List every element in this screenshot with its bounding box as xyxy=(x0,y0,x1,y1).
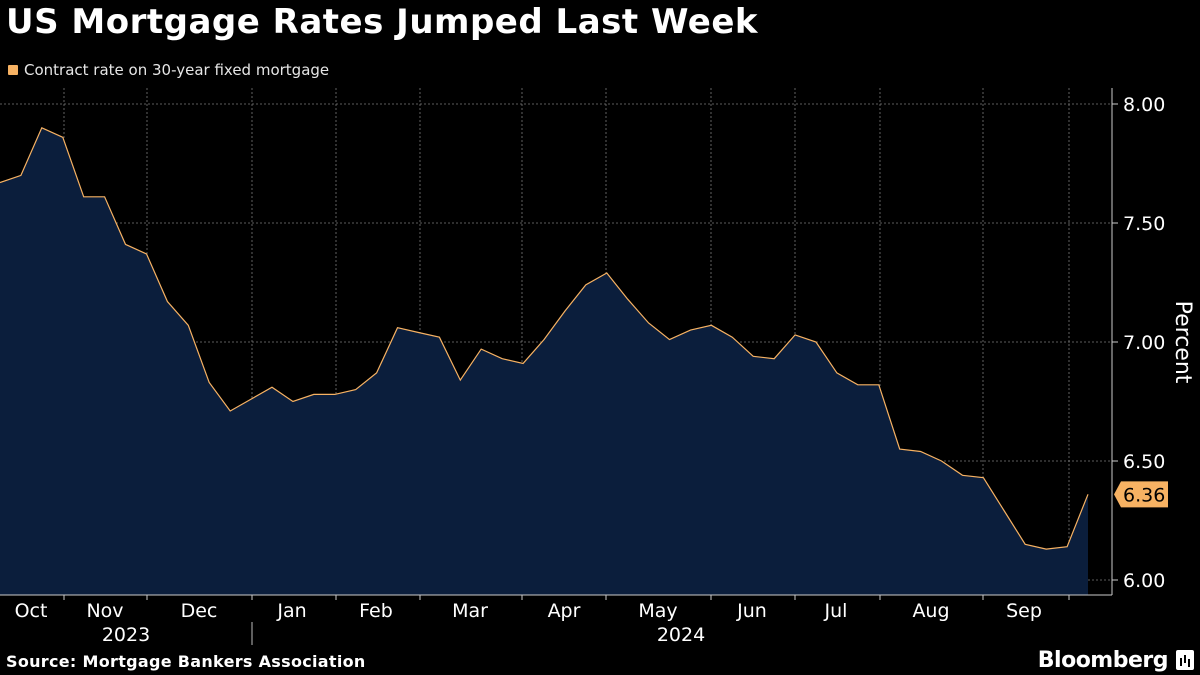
y-tick-label: 6.50 xyxy=(1123,451,1165,473)
data-point xyxy=(668,338,671,341)
y-tick-label: 6.00 xyxy=(1123,570,1165,592)
data-point xyxy=(480,348,483,351)
x-tick-label: Mar xyxy=(452,600,488,622)
data-point xyxy=(187,324,190,327)
data-point xyxy=(877,383,880,386)
x-tick-label: Nov xyxy=(86,600,123,622)
data-point xyxy=(605,271,608,274)
data-point xyxy=(961,474,964,477)
data-point xyxy=(563,310,566,313)
data-point xyxy=(103,195,106,198)
data-point xyxy=(229,410,232,413)
y-tick-label: 8.00 xyxy=(1123,94,1165,116)
x-tick-label: Sep xyxy=(1006,600,1042,622)
year-labels: 2023 2024 xyxy=(102,622,705,646)
y-tick-labels: 8.00 7.50 7.00 6.50 6.00 xyxy=(1123,94,1165,592)
x-tick-label: Aug xyxy=(912,600,949,622)
x-tick-label: Jul xyxy=(824,600,848,622)
data-point xyxy=(898,448,901,451)
data-point xyxy=(291,400,294,403)
data-point xyxy=(82,195,85,198)
x-tick-label: Jun xyxy=(736,600,767,622)
year-label: 2024 xyxy=(657,624,705,646)
data-point xyxy=(626,298,629,301)
data-point xyxy=(19,174,22,177)
year-label: 2023 xyxy=(102,624,150,646)
data-point xyxy=(208,381,211,384)
data-point xyxy=(1066,545,1069,548)
data-point xyxy=(40,126,43,129)
data-point xyxy=(982,476,985,479)
data-point xyxy=(940,460,943,463)
data-point xyxy=(543,338,546,341)
data-point xyxy=(312,393,315,396)
data-point xyxy=(773,357,776,360)
x-tick-labels: Oct Nov Dec Jan Feb Mar Apr May Jun Jul Aug Sep xyxy=(15,600,1042,622)
data-point xyxy=(815,341,818,344)
legend: Contract rate on 30-year fixed mortgage xyxy=(8,61,329,79)
data-point xyxy=(396,326,399,329)
x-tick-label: May xyxy=(638,600,677,622)
data-point xyxy=(752,355,755,358)
data-point xyxy=(835,371,838,374)
data-point xyxy=(1024,543,1027,546)
data-point xyxy=(1087,493,1090,496)
data-point xyxy=(124,243,127,246)
data-point xyxy=(689,329,692,332)
bloomberg-logo: Bloomberg xyxy=(1037,648,1169,673)
data-point xyxy=(919,450,922,453)
last-value-label: 6.36 xyxy=(1123,484,1165,506)
last-value-badge-shape xyxy=(1114,481,1168,508)
x-tick-label: Dec xyxy=(181,600,218,622)
data-point xyxy=(61,136,64,139)
data-point xyxy=(501,357,504,360)
y-tick-label: 7.00 xyxy=(1123,332,1165,354)
x-tick-label: Feb xyxy=(359,600,393,622)
y-axis-label: Percent xyxy=(1170,301,1195,384)
data-point xyxy=(584,283,587,286)
data-point xyxy=(647,321,650,324)
data-point xyxy=(271,386,274,389)
data-point xyxy=(438,336,441,339)
data-point xyxy=(522,362,525,365)
data-point xyxy=(1003,509,1006,512)
data-point xyxy=(250,398,253,401)
x-tick-label: Apr xyxy=(548,600,581,622)
data-point xyxy=(459,379,462,382)
data-point xyxy=(375,371,378,374)
data-point xyxy=(333,393,336,396)
series-area xyxy=(0,127,1088,596)
series-line xyxy=(0,127,1089,550)
data-point xyxy=(794,333,797,336)
chart-title: US Mortgage Rates Jumped Last Week xyxy=(6,2,758,42)
x-tick-label: Jan xyxy=(276,600,306,622)
legend-swatch xyxy=(8,65,18,75)
data-point xyxy=(417,331,420,334)
x-tick-label: Oct xyxy=(15,600,48,622)
data-point xyxy=(145,252,148,255)
data-point xyxy=(856,383,859,386)
data-point xyxy=(354,388,357,391)
bloomberg-chart-icon xyxy=(1176,650,1194,670)
data-point xyxy=(166,300,169,303)
y-tick-label: 7.50 xyxy=(1123,213,1165,235)
data-point xyxy=(1045,548,1048,551)
legend-label: Contract rate on 30-year fixed mortgage xyxy=(24,61,330,79)
last-value-badge: 6.36 xyxy=(1114,481,1168,508)
data-point xyxy=(731,336,734,339)
source-note: Source: Mortgage Bankers Association xyxy=(6,652,366,671)
data-point xyxy=(710,324,713,327)
